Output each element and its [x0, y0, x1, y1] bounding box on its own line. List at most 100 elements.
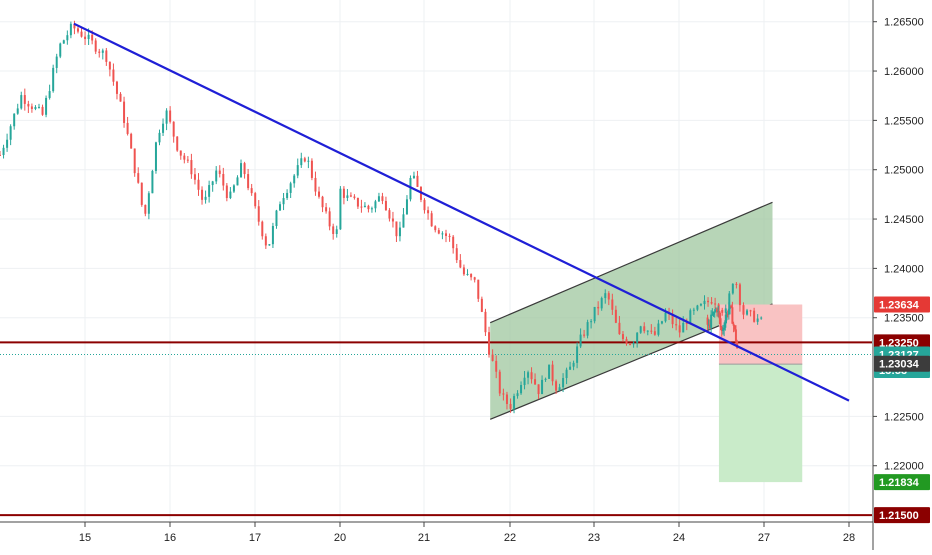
candle-body: [721, 310, 723, 313]
candle-body: [665, 313, 667, 322]
candle-body: [219, 171, 221, 174]
candle-body: [63, 40, 65, 43]
candle-body: [484, 312, 486, 332]
candle-body: [190, 160, 192, 174]
trendline[interactable]: [74, 24, 849, 401]
x-tick-label: 28: [843, 532, 855, 544]
x-tick-label: 24: [673, 532, 685, 544]
x-tick-label: 16: [164, 532, 176, 544]
candle-body: [534, 379, 536, 384]
candle-body: [105, 50, 107, 61]
candle-body: [38, 107, 40, 108]
candle-body: [120, 94, 122, 102]
candle-body: [647, 331, 649, 332]
candle-body: [416, 176, 418, 187]
descending-trendline[interactable]: [74, 24, 849, 401]
candle-body: [531, 372, 533, 379]
candle-body: [629, 344, 631, 345]
candle-body: [155, 142, 157, 171]
candle-body: [431, 213, 433, 226]
candle-body: [176, 137, 178, 151]
candle-body: [116, 82, 118, 94]
candle-body: [56, 57, 58, 68]
candle-body: [569, 367, 571, 370]
candle-body: [123, 102, 125, 123]
candle-body: [541, 380, 543, 394]
candle-body: [474, 277, 476, 279]
position-target-zone[interactable]: [719, 364, 802, 482]
candle-body: [367, 206, 369, 209]
candle-body: [573, 363, 575, 367]
candle-body: [208, 185, 210, 197]
y-tick-label: 1.23500: [884, 313, 924, 325]
candle-body: [307, 161, 309, 162]
candle-body: [45, 98, 47, 115]
candle-body: [24, 95, 26, 104]
candle-body: [34, 107, 36, 109]
candle-body: [353, 197, 355, 198]
candle-body: [233, 185, 235, 191]
candle-body: [169, 111, 171, 122]
candle-body: [449, 236, 451, 237]
candle-body: [339, 189, 341, 230]
price-tag-label: 1.23034: [879, 359, 920, 371]
candle-body: [77, 28, 79, 31]
candle-body: [81, 32, 83, 37]
candle-body: [130, 134, 132, 149]
candle-body: [463, 267, 465, 274]
candle-body: [562, 378, 564, 387]
candle-body: [467, 274, 469, 275]
candle-body: [59, 44, 61, 57]
candle-body: [742, 305, 744, 315]
x-tick-label: 22: [504, 532, 516, 544]
candle-body: [604, 293, 606, 298]
price-axis[interactable]: 1.26500 1.26000 1.25500 1.25000 1.24500 1.240…: [872, 0, 932, 550]
candle-body: [477, 280, 479, 299]
candle-body: [753, 311, 755, 322]
candle-body: [52, 68, 54, 91]
candle-body: [318, 192, 320, 197]
candle-body: [700, 304, 702, 305]
candle-body: [98, 52, 100, 53]
candle-body: [197, 180, 199, 190]
candle-body: [601, 298, 603, 308]
candle-body: [215, 171, 217, 182]
candle-body: [293, 176, 295, 184]
candle-body: [304, 158, 306, 161]
time-axis[interactable]: 15 16 17 20 21 22 23 24 27 28: [0, 521, 873, 550]
candle-body: [88, 35, 90, 39]
candle-body: [3, 148, 5, 155]
candle-body: [311, 161, 313, 178]
candle-body: [693, 310, 695, 311]
candle-body: [481, 299, 483, 312]
candle-body: [735, 284, 737, 285]
candle-body: [679, 325, 681, 332]
candle-body: [731, 307, 733, 323]
candle-body: [385, 201, 387, 210]
candle-body: [654, 331, 656, 335]
y-tick-label: 1.26000: [884, 66, 924, 78]
short-position-tool[interactable]: [719, 305, 802, 483]
candle-body: [236, 177, 238, 185]
candle-body: [258, 206, 260, 221]
candle-body: [499, 372, 501, 394]
candle-body: [343, 189, 345, 198]
candle-body: [750, 310, 752, 311]
candle-body: [240, 163, 242, 177]
candle-body: [95, 40, 97, 51]
candle-body: [675, 324, 677, 325]
candle-body: [378, 196, 380, 201]
candle-body: [720, 318, 722, 327]
candle-body: [739, 284, 741, 305]
candle-body: [413, 176, 415, 178]
candle-body: [495, 361, 497, 372]
candle-body: [441, 233, 443, 234]
candle-body: [364, 206, 366, 207]
y-tick-label: 1.24000: [884, 263, 924, 275]
candle-body: [423, 200, 425, 210]
candle-body: [502, 393, 504, 394]
candle-body: [244, 163, 246, 174]
candle-body: [608, 293, 610, 299]
